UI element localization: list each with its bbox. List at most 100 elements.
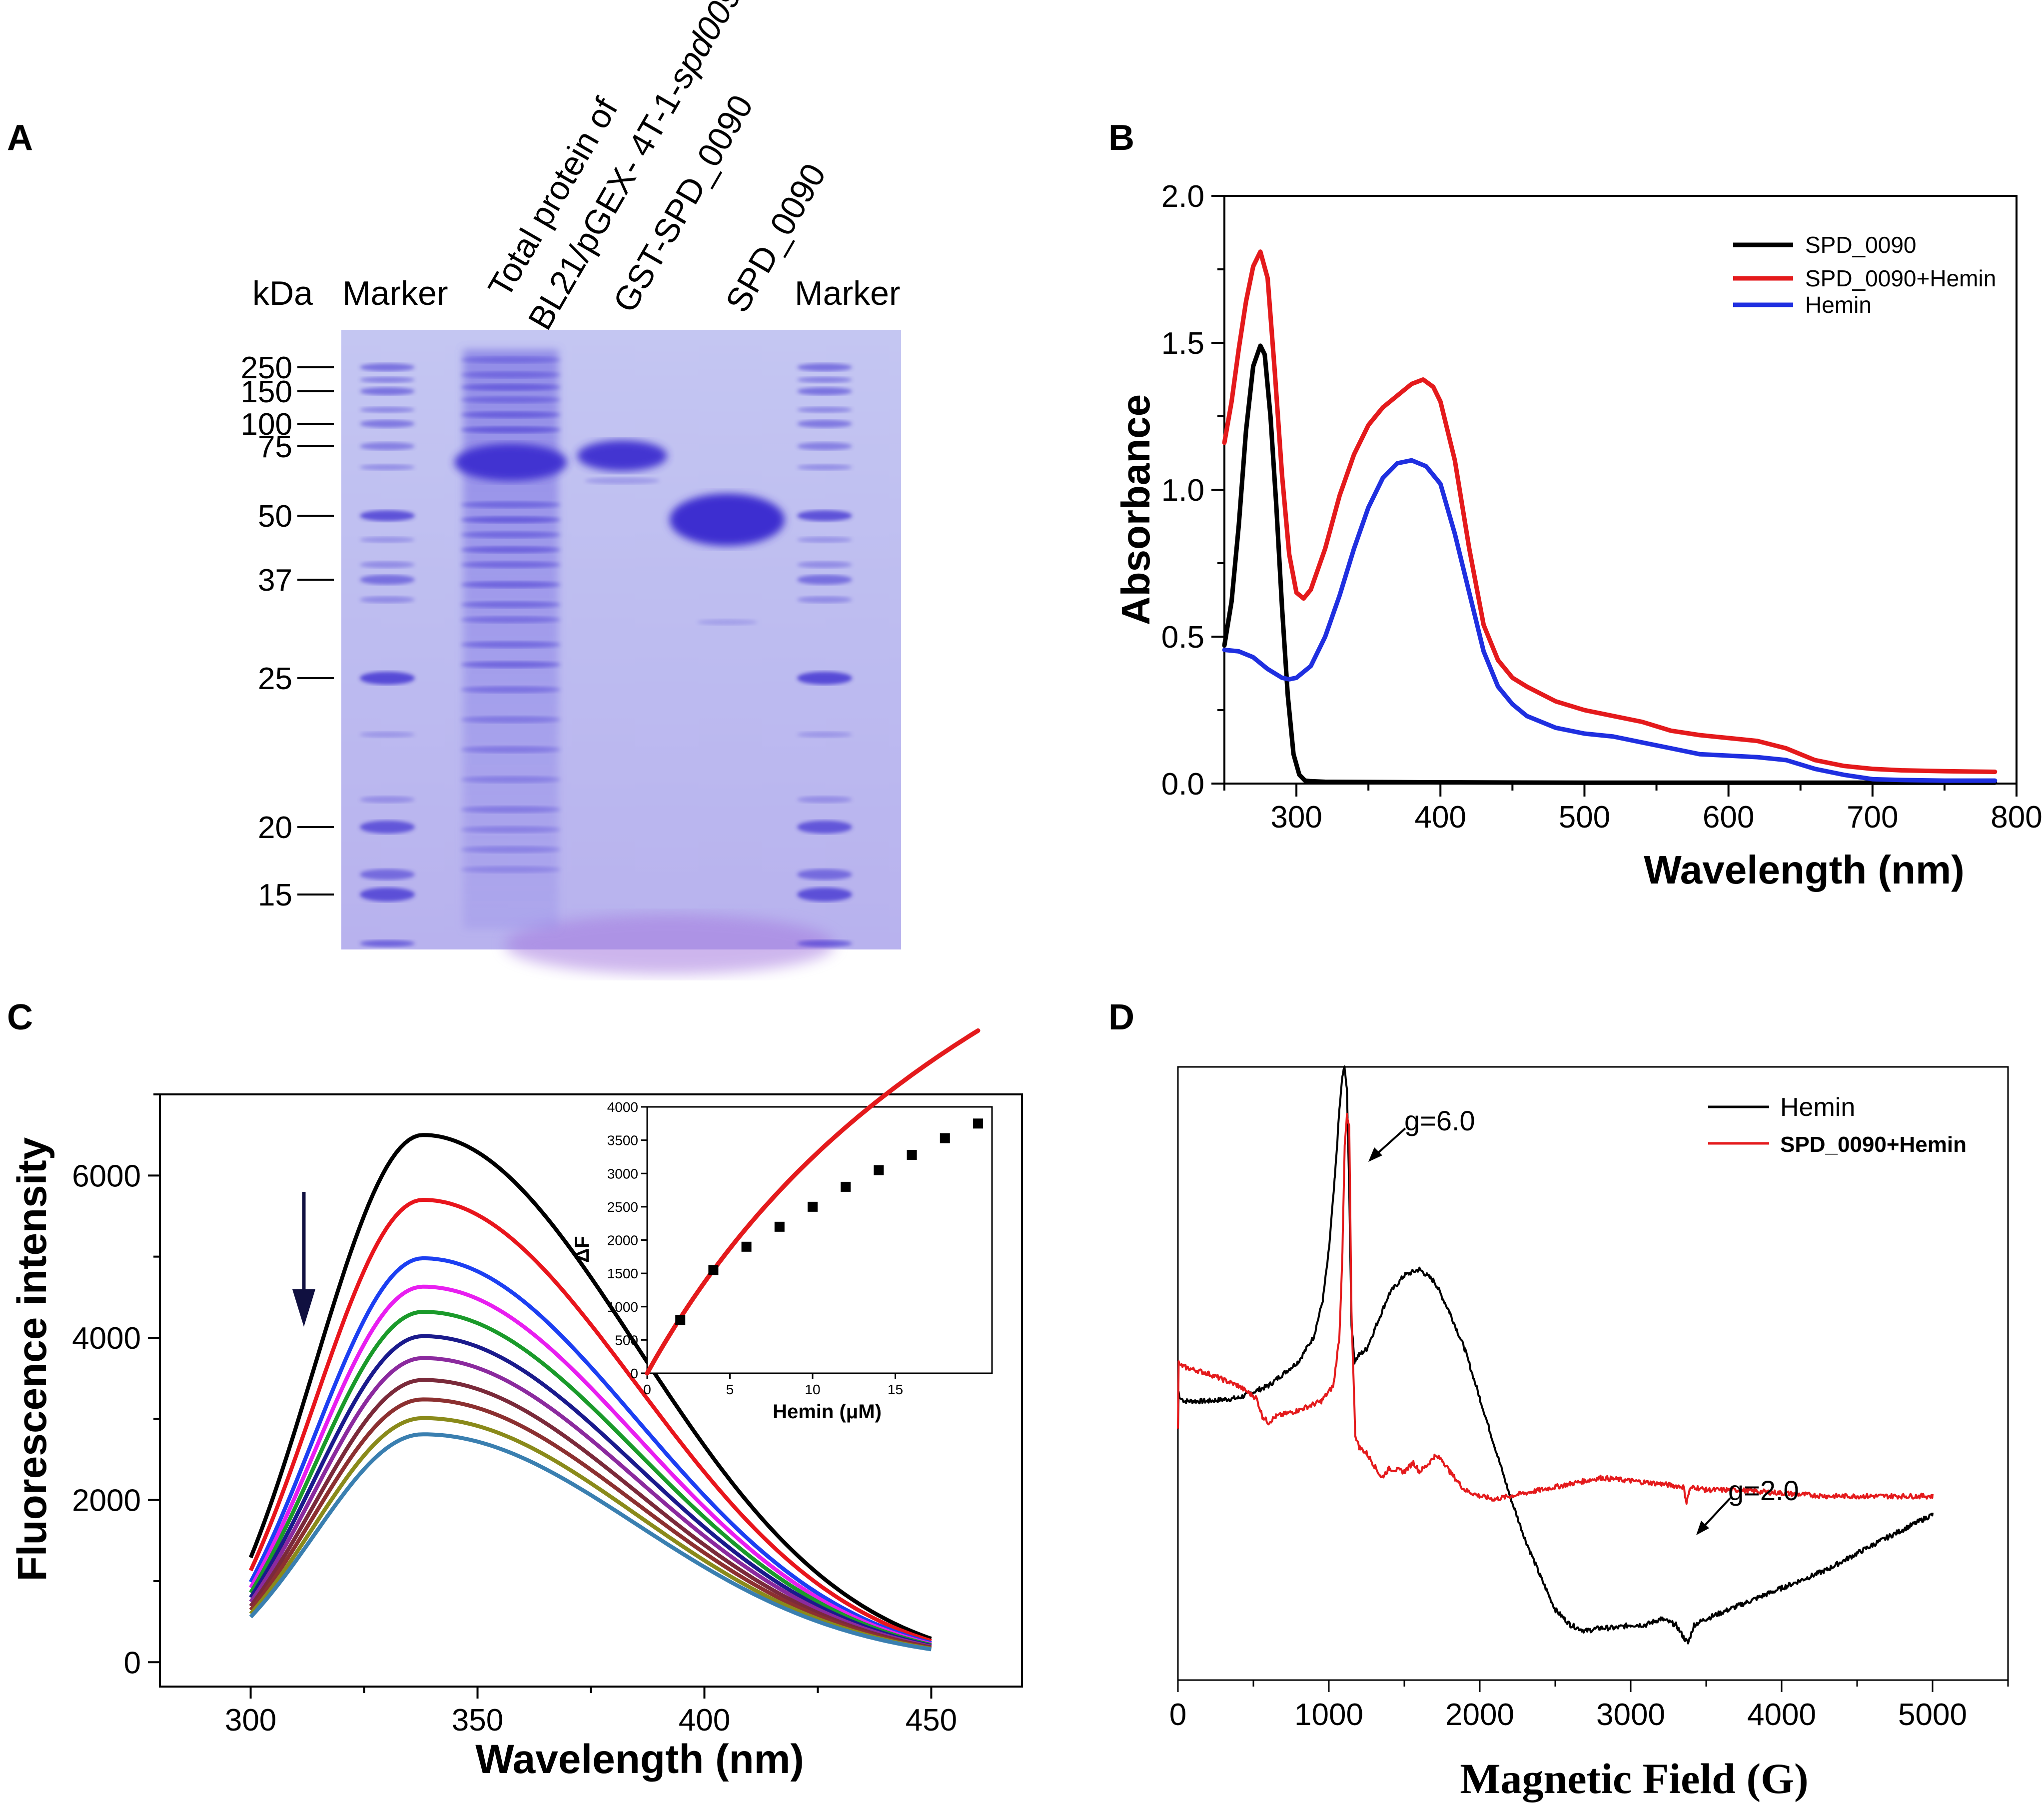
marker-band-left-4 bbox=[360, 420, 415, 428]
inset-point-0 bbox=[675, 1315, 686, 1325]
inset-frame bbox=[646, 1106, 993, 1374]
inset-point-3 bbox=[774, 1221, 785, 1232]
panel-label-c: C bbox=[7, 997, 33, 1037]
chart-c-ylabel: Fluorescence intensity bbox=[9, 1137, 55, 1581]
annotation-g6-arrow-icon bbox=[1368, 1127, 1406, 1162]
kda-marker-label-150: 150 bbox=[241, 375, 292, 409]
total-protein-band-19 bbox=[461, 776, 561, 783]
total-protein-band-3 bbox=[461, 396, 561, 403]
marker-band-left-0 bbox=[360, 363, 415, 371]
chart-d: 0 1000 2000 3000 4000 5000 bbox=[1169, 1065, 2009, 1732]
marker-band-left-8 bbox=[360, 537, 415, 543]
inset-point-1 bbox=[708, 1265, 719, 1275]
kda-marker-label-75: 75 bbox=[258, 430, 292, 464]
chart-c-ytick-label-2000: 2000 bbox=[72, 1484, 141, 1518]
chart-b: 300 400 500 600 700 800 0.0 0.5 1.0 1.5 2.0 bbox=[1161, 179, 2043, 835]
chart-c-series-0 bbox=[248, 1133, 932, 1641]
chart-d-series-1 bbox=[1177, 1113, 1934, 1505]
chart-c-series-10 bbox=[249, 1432, 932, 1652]
inset-ytick-label-2000: 2000 bbox=[607, 1233, 638, 1248]
marker-band-left-3 bbox=[360, 407, 415, 413]
chart-c-series-4 bbox=[249, 1310, 932, 1647]
chart-b-legend: SPD_0090 SPD_0090+Hemin Hemin bbox=[1733, 232, 1996, 318]
chart-c-series-1 bbox=[248, 1198, 932, 1643]
inset-ytick-label-3000: 3000 bbox=[607, 1166, 638, 1181]
marker-band-left-2 bbox=[360, 387, 415, 395]
chart-d-xtick-label-4000: 4000 bbox=[1747, 1698, 1816, 1732]
chart-b-xtick-label-400: 400 bbox=[1415, 800, 1466, 835]
chart-c-xtick-label-400: 400 bbox=[679, 1703, 730, 1738]
kda-marker-label-100: 100 bbox=[241, 407, 292, 442]
chart-d-xtick-label-2000: 2000 bbox=[1445, 1698, 1514, 1732]
gel-dye-front bbox=[505, 914, 835, 974]
panel-b: B 300 400 500 600 700 800 0.0 0.5 1.0 1.5 2.0 Wave… bbox=[1108, 118, 2043, 892]
total-protein-band-1 bbox=[461, 371, 561, 378]
chart-b-xlabel: Wavelength (nm) bbox=[1644, 848, 1964, 892]
inset-point-4 bbox=[808, 1201, 818, 1212]
inset-xtick-label-10: 10 bbox=[805, 1382, 820, 1397]
total-protein-band-22 bbox=[461, 846, 561, 853]
chart-d-xtick-label-0: 0 bbox=[1169, 1698, 1186, 1732]
total-protein-band-18 bbox=[461, 746, 561, 753]
chart-c-inset: 0 5 10 15 0 500 1000 1500 2000 2500 3000 3500 4000 bbox=[607, 1028, 993, 1397]
inset-xtick-label-0: 0 bbox=[643, 1382, 651, 1397]
chart-c-series-7 bbox=[249, 1378, 932, 1650]
marker-band-right-16 bbox=[797, 869, 852, 880]
marker-band-left-13 bbox=[360, 732, 415, 738]
marker-band-left-15 bbox=[360, 821, 415, 834]
chart-d-xtick-label-3000: 3000 bbox=[1596, 1698, 1665, 1732]
chart-c-xtick-label-350: 350 bbox=[452, 1703, 503, 1738]
total-protein-band-11 bbox=[461, 581, 561, 588]
total-protein-band-23 bbox=[461, 866, 561, 873]
panel-d: D 0 1000 2000 3000 4000 5000 Magnetic Field (… bbox=[1108, 997, 2009, 1803]
marker-band-left-5 bbox=[360, 442, 415, 450]
chart-c-xtick-label-300: 300 bbox=[225, 1703, 276, 1738]
marker-band-right-17 bbox=[797, 888, 852, 902]
marker-band-left-12 bbox=[360, 672, 415, 685]
marker-band-right-4 bbox=[797, 420, 852, 428]
total-protein-band-14 bbox=[461, 641, 561, 648]
chart-c-series-5 bbox=[249, 1334, 932, 1648]
kda-marker-label-250: 250 bbox=[241, 351, 292, 385]
gst-spd0090-faint-band bbox=[585, 477, 660, 484]
total-protein-band-21 bbox=[461, 826, 561, 833]
kda-label: kDa bbox=[252, 274, 313, 312]
total-protein-smear bbox=[463, 350, 558, 929]
marker-band-left-14 bbox=[360, 796, 415, 803]
kda-marker-label-37: 37 bbox=[258, 563, 292, 598]
spd0090-faint-band bbox=[697, 619, 757, 625]
marker-band-left-7 bbox=[360, 510, 415, 521]
total-protein-band-13 bbox=[461, 616, 561, 623]
inset-ytick-label-4000: 4000 bbox=[607, 1099, 638, 1115]
chart-b-ylabel: Absorbance bbox=[1113, 394, 1158, 625]
marker-band-right-6 bbox=[797, 464, 852, 470]
marker-band-left-10 bbox=[360, 575, 415, 585]
chart-b-ytick-label-2.0: 2.0 bbox=[1161, 179, 1204, 214]
kda-marker-label-15: 15 bbox=[258, 878, 292, 912]
chart-b-series-2 bbox=[1222, 458, 1998, 783]
gel-bands bbox=[360, 350, 852, 947]
chart-d-series-0 bbox=[1177, 1065, 1934, 1645]
panel-label-d: D bbox=[1108, 997, 1134, 1037]
inset-xtick-label-5: 5 bbox=[726, 1382, 734, 1397]
panel-a: A kDa Marker Total protein of BL21/pGEX-… bbox=[7, 0, 901, 974]
chart-c-ytick-label-6000: 6000 bbox=[72, 1159, 141, 1193]
chart-d-legend: Hemin SPD_0090+Hemin bbox=[1708, 1093, 1967, 1157]
marker-band-right-10 bbox=[797, 575, 852, 585]
chart-c-ytick-label-4000: 4000 bbox=[72, 1321, 141, 1356]
inset-ytick-label-1500: 1500 bbox=[607, 1266, 638, 1281]
inset-ytick-label-500: 500 bbox=[615, 1332, 638, 1348]
inset-point-7 bbox=[907, 1149, 917, 1160]
annotation-g2-arrow-icon bbox=[1696, 1497, 1731, 1535]
chart-b-ytick-label-0.0: 0.0 bbox=[1161, 767, 1204, 802]
kda-marker-label-20: 20 bbox=[258, 811, 292, 845]
marker-band-right-2 bbox=[797, 387, 852, 395]
inset-fit-curve bbox=[645, 1028, 981, 1376]
total-protein-band-7 bbox=[461, 516, 561, 523]
total-protein-band-15 bbox=[461, 661, 561, 668]
total-protein-band-2 bbox=[461, 384, 561, 391]
marker-band-right-13 bbox=[797, 732, 852, 738]
inset-point-9 bbox=[973, 1118, 983, 1129]
total-protein-band-20 bbox=[461, 806, 561, 813]
